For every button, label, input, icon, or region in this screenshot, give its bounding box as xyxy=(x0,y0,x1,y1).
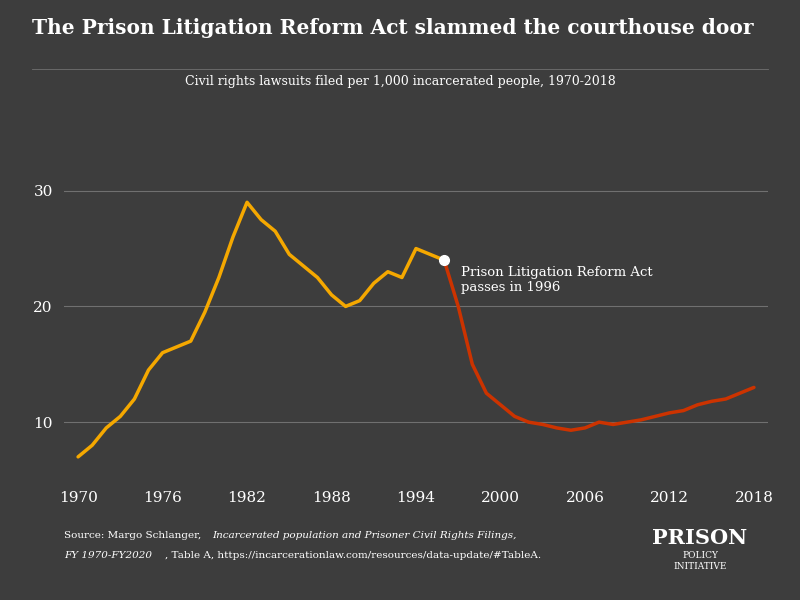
Text: PRISON: PRISON xyxy=(652,528,748,548)
Text: Incarcerated population and Prisoner Civil Rights Filings,: Incarcerated population and Prisoner Civ… xyxy=(212,531,516,540)
Text: Source: Margo Schlanger,: Source: Margo Schlanger, xyxy=(64,531,205,540)
Text: FY 1970-FY2020: FY 1970-FY2020 xyxy=(64,551,152,560)
Text: POLICY
INITIATIVE: POLICY INITIATIVE xyxy=(674,551,726,571)
Text: The Prison Litigation Reform Act slammed the courthouse door: The Prison Litigation Reform Act slammed… xyxy=(32,18,754,38)
Text: Civil rights lawsuits filed per 1,000 incarcerated people, 1970-2018: Civil rights lawsuits filed per 1,000 in… xyxy=(185,75,615,88)
Text: Prison Litigation Reform Act
passes in 1996: Prison Litigation Reform Act passes in 1… xyxy=(461,266,653,294)
Text: , Table A, https://incarcerationlaw.com/resources/data-update/#TableA.: , Table A, https://incarcerationlaw.com/… xyxy=(165,551,541,560)
